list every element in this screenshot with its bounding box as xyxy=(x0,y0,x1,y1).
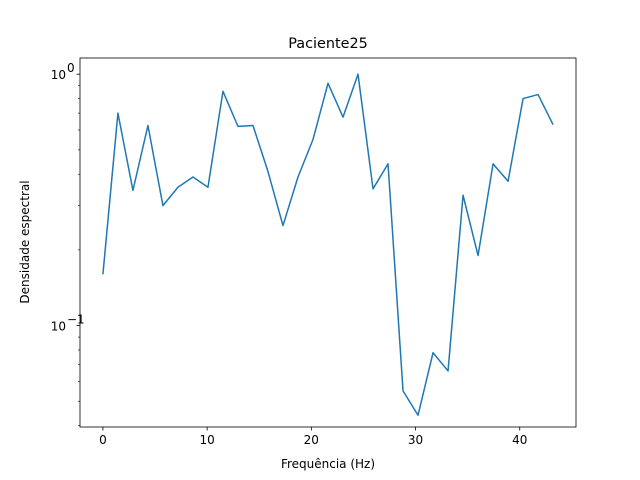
plot-frame xyxy=(79,57,577,428)
x-axis-label: Frequência (Hz) xyxy=(281,457,375,471)
chart-title: Paciente25 xyxy=(288,36,368,52)
y-tick-label: 10 xyxy=(51,68,66,82)
x-tick-label: 10 xyxy=(199,433,214,447)
x-tick-label: 30 xyxy=(408,433,423,447)
series-line-0 xyxy=(102,73,554,416)
y-axis-label: Densidade espectral xyxy=(18,180,32,303)
y-tick-label: 10 xyxy=(51,320,66,334)
x-tick-label: 40 xyxy=(512,433,527,447)
y-tick-exponent: −1 xyxy=(67,313,85,327)
plot-area xyxy=(102,73,554,416)
y-tick-exponent: 0 xyxy=(67,61,75,75)
x-tick-label: 0 xyxy=(99,433,107,447)
x-tick-label: 20 xyxy=(304,433,319,447)
x-axis-ticks: 0 10 20 30 40 xyxy=(99,427,527,447)
